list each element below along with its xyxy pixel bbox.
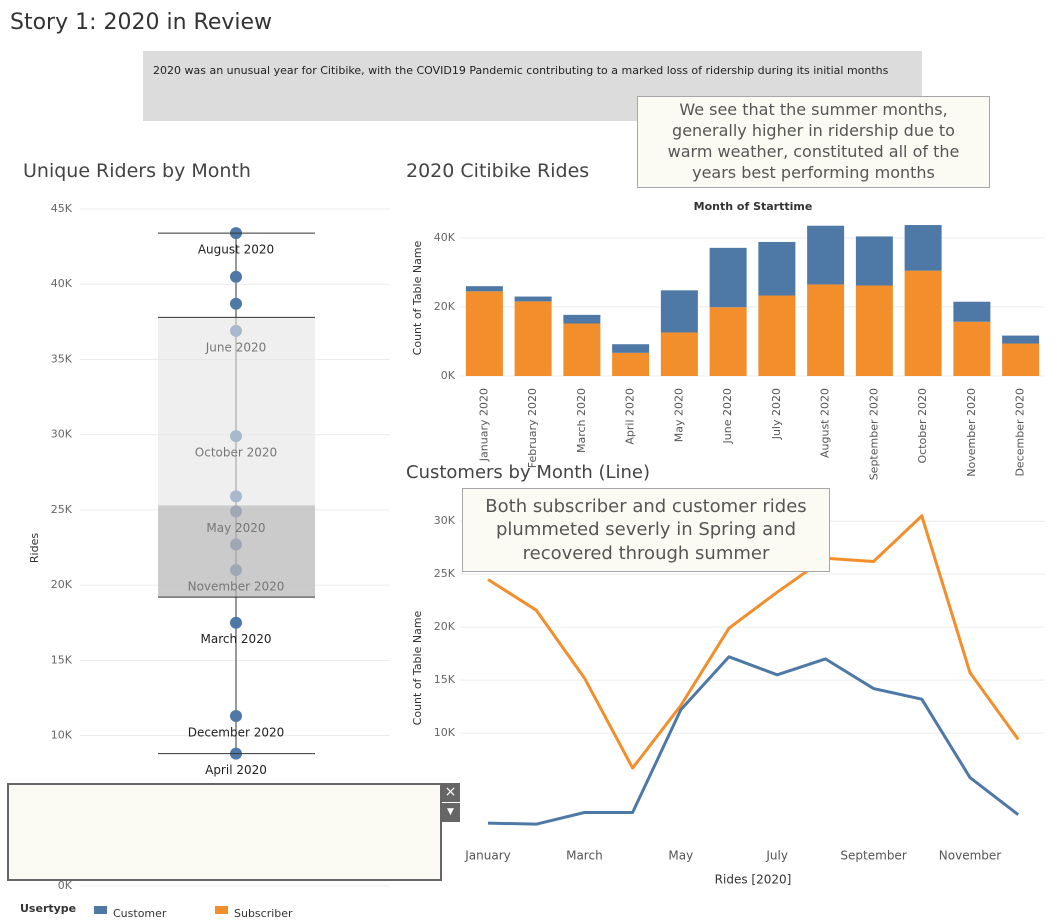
- x-tick-label: July 2020: [770, 388, 783, 440]
- y-tick-label: 25K: [434, 567, 456, 580]
- bar-segment: [758, 295, 796, 376]
- box-lower: [158, 505, 315, 598]
- y-tick-label: 20K: [434, 620, 456, 633]
- bar-segment: [563, 323, 601, 376]
- bar-segment: [465, 291, 503, 376]
- annotation: We see that the summer months, generally…: [637, 96, 990, 188]
- x-tick-label: November: [939, 849, 1001, 863]
- x-tick-label: April 2020: [624, 388, 637, 445]
- bar-segment: [807, 225, 845, 285]
- box-upper: [158, 317, 315, 506]
- y-tick-label: 20K: [434, 300, 456, 313]
- menu-button[interactable]: ▼: [441, 803, 460, 822]
- line: [487, 655, 1020, 826]
- x-tick-label: May: [668, 849, 693, 863]
- x-tick-label: February 2020: [526, 388, 539, 468]
- x-tick-label: May 2020: [672, 388, 685, 442]
- point-label: December 2020: [188, 725, 285, 739]
- bar-segment: [953, 301, 991, 322]
- legend-swatch: [94, 906, 107, 914]
- story-title: Story 1: 2020 in Review: [10, 10, 273, 35]
- bar-segment: [855, 285, 893, 376]
- legend-label: Customer: [113, 907, 167, 920]
- y-tick-label: 40K: [434, 231, 456, 244]
- bar-segment: [1002, 343, 1040, 376]
- x-tick-label: September 2020: [867, 388, 880, 480]
- x-axis-title: Rides [2020]: [715, 873, 792, 887]
- bar-segment: [514, 296, 552, 302]
- bar-segment: [514, 301, 552, 376]
- y-tick-label: 15K: [434, 673, 456, 686]
- annotation: [7, 783, 442, 881]
- y-tick-label: 30K: [434, 514, 456, 527]
- point-label: November 2020: [188, 580, 285, 594]
- legend-swatch: [215, 906, 228, 914]
- line: [487, 514, 1020, 770]
- point-label: May 2020: [206, 521, 265, 535]
- bar-segment: [465, 286, 503, 292]
- x-tick-label: January 2020: [477, 388, 490, 462]
- x-tick-label: September: [840, 849, 906, 863]
- y-tick-label: 40K: [51, 277, 73, 290]
- x-tick-label: January: [464, 849, 511, 863]
- close-button[interactable]: ×: [441, 783, 460, 802]
- y-tick-label: 0K: [441, 369, 456, 382]
- y-tick-label: 25K: [51, 503, 73, 516]
- legend-title: Usertype: [20, 902, 76, 915]
- y-axis-title: Count of Table Name: [411, 240, 424, 355]
- bar-segment: [660, 332, 698, 376]
- point-label: October 2020: [195, 446, 277, 460]
- bar-segment: [563, 314, 601, 324]
- x-tick-label: October 2020: [916, 388, 929, 464]
- x-tick-label: June 2020: [721, 388, 734, 444]
- x-tick-label: July: [765, 849, 788, 863]
- y-tick-label: 15K: [51, 653, 73, 666]
- point-label: March 2020: [201, 632, 272, 646]
- point: [230, 709, 242, 722]
- bar-segment: [612, 352, 650, 376]
- bar-segment: [709, 307, 747, 376]
- point: [230, 616, 242, 629]
- y-tick-label: 0K: [58, 879, 73, 892]
- point-label: April 2020: [205, 763, 267, 777]
- y-tick-label: 30K: [51, 428, 73, 441]
- annotation: Both subscriber and customer rides plumm…: [462, 488, 830, 572]
- point-label: June 2020: [205, 340, 267, 354]
- x-tick-label: March: [566, 849, 603, 863]
- y-tick-label: 10K: [51, 729, 73, 742]
- bar-segment: [807, 284, 845, 376]
- x-tick-label: November 2020: [965, 388, 978, 477]
- bar-segment: [758, 241, 796, 296]
- chart-title: Customers by Month (Line): [406, 462, 651, 483]
- y-tick-label: 10K: [434, 726, 456, 739]
- bar-segment: [855, 236, 893, 286]
- chart-title: Unique Riders by Month: [23, 160, 251, 182]
- bar-segment: [612, 344, 650, 353]
- x-tick-label: March 2020: [575, 388, 588, 453]
- x-tick-label: August 2020: [819, 388, 832, 458]
- x-tick-label: December 2020: [1014, 388, 1027, 477]
- bar-segment: [904, 225, 942, 271]
- point: [230, 270, 242, 283]
- chart-title: 2020 Citibike Rides: [406, 160, 590, 182]
- subtitle: Month of Starttime: [694, 200, 813, 213]
- bar-segment: [1002, 335, 1040, 344]
- bar-segment: [953, 321, 991, 376]
- point: [230, 297, 242, 310]
- y-tick-label: 20K: [51, 578, 73, 591]
- y-axis-title: Rides: [28, 533, 41, 563]
- y-tick-label: 45K: [51, 202, 73, 215]
- bar-segment: [660, 290, 698, 333]
- y-tick-label: 35K: [51, 352, 73, 365]
- bar-segment: [904, 270, 942, 376]
- y-axis-title: Count of Table Name: [411, 610, 424, 725]
- point-label: August 2020: [198, 243, 274, 257]
- bar-segment: [709, 247, 747, 308]
- legend-label: Subscriber: [234, 907, 293, 920]
